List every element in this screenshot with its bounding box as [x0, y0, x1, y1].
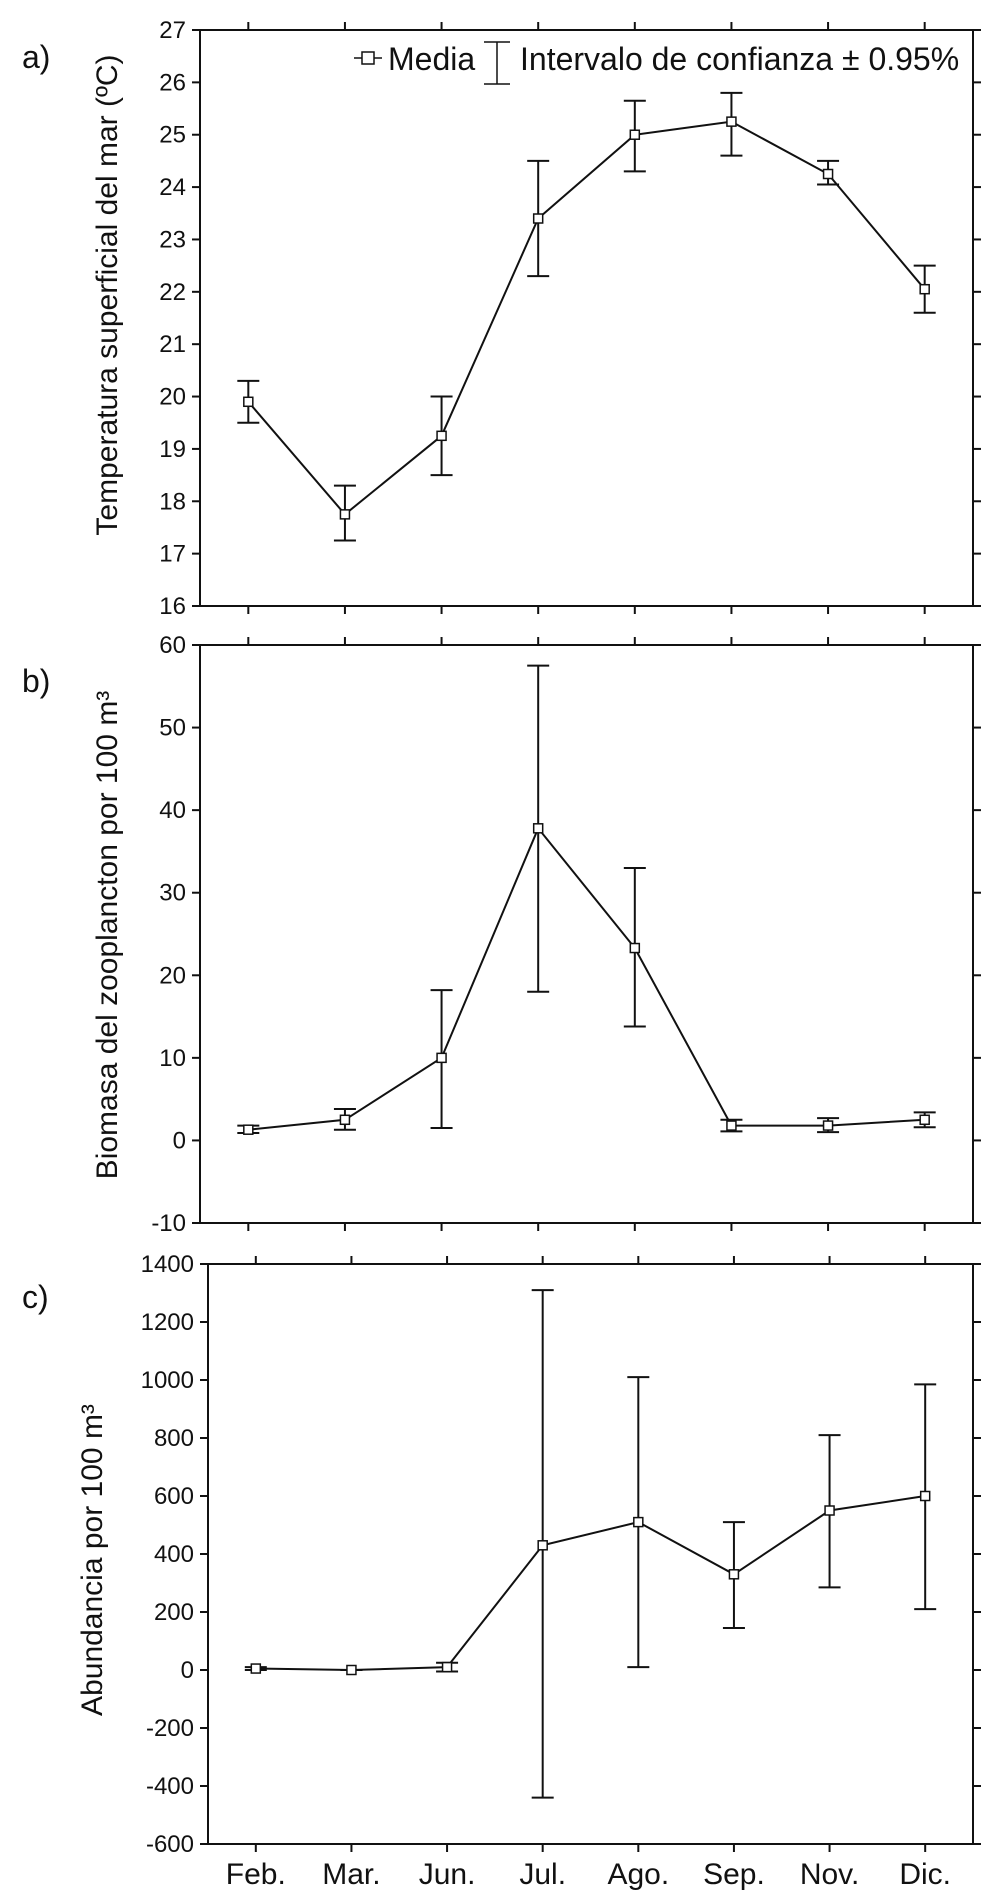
panel-a-y-tick-label: 18 — [159, 488, 186, 515]
panel-c-y-tick-label: 800 — [154, 1425, 194, 1452]
panel-c-y-tick-label: 400 — [154, 1541, 194, 1568]
panel-c-y-tick-label: 0 — [181, 1657, 194, 1684]
panel-a-y-tick-label: 21 — [159, 331, 186, 358]
panel-b-y-axis-title: Biomasa del zooplancton por 100 m³ — [91, 691, 124, 1180]
panel-a-frame — [199, 29, 974, 607]
panel-b-mean-point — [822, 1120, 834, 1131]
panel-b-y-tick-label: 10 — [159, 1045, 186, 1072]
panel-a-y-tick-label: 22 — [159, 279, 186, 306]
panel-c-frame — [207, 1263, 974, 1845]
x-tick-label: Mar. — [322, 1858, 380, 1891]
panel-c-mean-point — [346, 1664, 357, 1676]
panel-b-y-tick-label: 0 — [173, 1127, 186, 1154]
panel-c: c) Abundancia por 100 m³ -600 -400 -200 0 20… — [22, 1251, 981, 1891]
panel-a-mean-point — [629, 129, 641, 140]
legend-mean-marker — [361, 51, 375, 65]
panel-c-mean-point — [441, 1661, 453, 1673]
panel-a-mean-point — [339, 509, 351, 520]
panel-b-letter: b) — [22, 663, 50, 699]
panel-b-mean-point — [532, 823, 544, 834]
x-tick-label: Jul. — [519, 1858, 566, 1891]
panel-a-mean-point — [822, 168, 834, 180]
panel-c-letter: c) — [22, 1279, 49, 1315]
panel-c-mean-point — [919, 1490, 931, 1502]
panel-a-y-tick-label: 23 — [159, 226, 186, 253]
panel-b-y-tick-label: 30 — [159, 880, 186, 907]
panel-c-y-tick-label: 1200 — [141, 1309, 194, 1336]
panel-a-y-axis-title: Temperatura superficial del mar (ºC) — [91, 54, 124, 535]
panel-a-mean-point — [436, 430, 447, 442]
x-tick-label: Feb. — [226, 1858, 286, 1891]
panel-c-y-axis-title: Abundancia por 100 m³ — [76, 1404, 109, 1716]
panel-b-mean-line — [248, 826, 925, 1131]
panel-a-mean-line — [247, 120, 926, 516]
panel-b-mean-point — [243, 1124, 254, 1135]
panel-c-y-tick-label: 600 — [154, 1483, 194, 1510]
legend-ci-label: Intervalo de confianza ± 0.95% — [520, 41, 959, 77]
panel-a: a) Temperatura superficial del mar (ºC) … — [22, 17, 981, 620]
legend: Media Intervalo de confianza ± 0.95% — [354, 41, 959, 85]
panel-a-y-tick-label: 19 — [159, 436, 186, 463]
panel-c-mean-line — [255, 1495, 926, 1672]
panel-c-y-tick-label: 1400 — [141, 1251, 194, 1278]
panel-b-y-tick-label: 60 — [159, 632, 186, 659]
panel-a-mean-point — [919, 283, 930, 295]
panel-b-y-tick-label: 40 — [159, 797, 186, 824]
panel-c-mean-point — [250, 1663, 262, 1674]
panel-c-y-tick-label: 200 — [154, 1599, 194, 1626]
panel-b-mean-point — [919, 1114, 930, 1126]
panel-c-mean-point — [824, 1505, 835, 1516]
panel-c-y-tick-label: 1000 — [141, 1367, 194, 1394]
panel-a-y-tick-label: 26 — [159, 69, 186, 96]
panel-c-y-tick-label: -600 — [146, 1831, 194, 1858]
panel-c-mean-point — [633, 1516, 644, 1528]
legend-mean-label: Media — [388, 41, 475, 77]
panel-c-y-tick-label: -200 — [146, 1715, 194, 1742]
panel-a-y-tick-label: 27 — [159, 17, 186, 44]
x-tick-label: Dic. — [899, 1858, 951, 1891]
panel-b-frame — [199, 644, 974, 1224]
panel-a-mean-point — [243, 396, 254, 408]
panel-a-letter: a) — [22, 39, 50, 75]
panel-a-y-tick-label: 24 — [159, 174, 186, 201]
panel-b-y-tick-label: 20 — [159, 962, 186, 989]
panel-c-mean-point — [728, 1569, 740, 1580]
panel-a-mean-point — [532, 213, 544, 224]
panel-b-y-tick-label: 50 — [159, 715, 186, 742]
panel-b-mean-point — [629, 942, 641, 954]
x-tick-label: Sep. — [703, 1858, 765, 1891]
panel-a-y-tick-label: 25 — [159, 122, 186, 149]
panel-b-mean-point — [726, 1120, 737, 1131]
panel-a-y-tick-label: 16 — [159, 593, 186, 620]
x-tick-label: Ago. — [607, 1858, 669, 1891]
panel-c-mean-point — [537, 1540, 548, 1551]
panel-a-y-tick-label: 20 — [159, 384, 186, 411]
panel-b: b) Biomasa del zooplancton por 100 m³ -1… — [22, 632, 981, 1237]
panel-b-y-tick-label: -10 — [151, 1210, 186, 1237]
panel-a-mean-point — [726, 116, 737, 127]
panel-c-y-tick-label: -400 — [146, 1773, 194, 1800]
panel-a-y-tick-label: 17 — [159, 541, 186, 568]
x-tick-label: Jun. — [419, 1858, 476, 1891]
panel-b-mean-point — [339, 1114, 351, 1126]
panel-b-mean-point — [436, 1052, 447, 1064]
x-tick-label: Nov. — [800, 1858, 859, 1891]
